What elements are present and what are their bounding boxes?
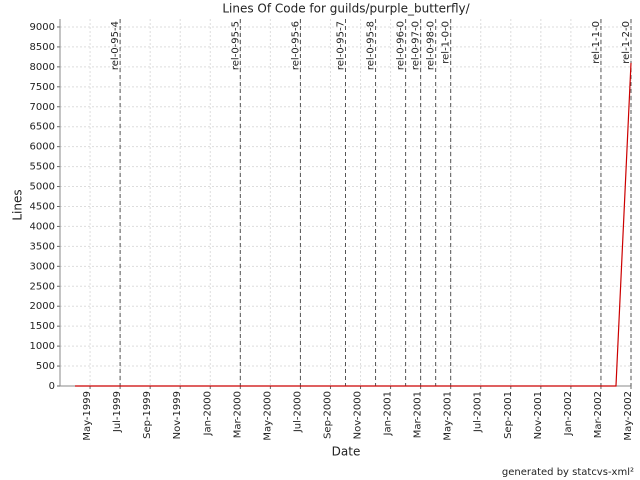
y-tick-label: 6500 <box>30 122 55 133</box>
y-tick-label: 9000 <box>30 22 55 33</box>
x-tick-label: Sep-1999 <box>142 391 153 439</box>
release-label: rel-1-2-0 <box>621 21 632 64</box>
x-tick-label: Jan-2001 <box>383 391 394 436</box>
y-tick-label: 6000 <box>30 142 55 153</box>
x-tick-label: May-2001 <box>443 391 454 441</box>
x-tick-label: May-2002 <box>623 391 634 441</box>
release-label: rel-0-95-8 <box>366 21 377 70</box>
y-tick-label: 4500 <box>30 201 55 212</box>
y-tick-label: 5000 <box>30 182 55 193</box>
footer: generated by statcvs-xml² <box>502 467 634 478</box>
y-tick-label: 7500 <box>30 82 55 93</box>
y-tick-label: 7000 <box>30 102 55 113</box>
x-tick-label: Mar-2002 <box>593 391 604 438</box>
release-label: rel-1-0-0 <box>441 21 452 64</box>
data-line <box>75 62 632 387</box>
x-tick-label: Jul-2001 <box>473 391 484 433</box>
y-tick-label: 3000 <box>30 261 55 272</box>
chart-title: Lines Of Code for guilds/purple_butterfl… <box>222 2 470 16</box>
release-label: rel-0-95-6 <box>290 21 301 70</box>
x-tick-label: May-1999 <box>82 391 93 441</box>
x-tick-label: May-2000 <box>262 391 273 441</box>
y-tick-label: 4000 <box>30 221 55 232</box>
x-tick-label: Sep-2000 <box>322 391 333 439</box>
y-tick-label: 2500 <box>30 281 55 292</box>
release-label: rel-0-98-0 <box>426 21 437 70</box>
release-label: rel-0-95-5 <box>230 21 241 70</box>
y-tick-label: 1500 <box>30 321 55 332</box>
x-tick-label: Jul-1999 <box>112 391 123 433</box>
y-tick-label: 8000 <box>30 62 55 73</box>
x-tick-label: Jan-2000 <box>202 391 213 436</box>
y-axis-label: Lines <box>11 189 25 220</box>
x-tick-label: Jul-2000 <box>292 391 303 433</box>
release-label: rel-0-95-4 <box>110 21 121 70</box>
y-tick-label: 3500 <box>30 241 55 252</box>
release-label: rel-0-96-0 <box>396 21 407 70</box>
release-label: rel-0-97-0 <box>411 21 422 70</box>
release-label: rel-1-1-0 <box>591 21 602 64</box>
y-tick-label: 2000 <box>30 301 55 312</box>
x-tick-label: Nov-2001 <box>533 391 544 439</box>
x-tick-label: Mar-2001 <box>413 391 424 438</box>
y-tick-label: 0 <box>49 381 55 392</box>
x-axis-label: Date <box>332 445 361 459</box>
y-tick-label: 5500 <box>30 162 55 173</box>
x-tick-label: Jan-2002 <box>563 391 574 436</box>
y-tick-label: 8500 <box>30 42 55 53</box>
x-tick-label: Mar-2000 <box>232 391 243 438</box>
y-tick-label: 500 <box>36 361 55 372</box>
x-tick-label: Nov-1999 <box>172 391 183 439</box>
x-tick-label: Nov-2000 <box>353 391 364 439</box>
x-tick-label: Sep-2001 <box>503 391 514 439</box>
release-label: rel-0-95-7 <box>336 21 347 70</box>
y-tick-label: 1000 <box>30 341 55 352</box>
